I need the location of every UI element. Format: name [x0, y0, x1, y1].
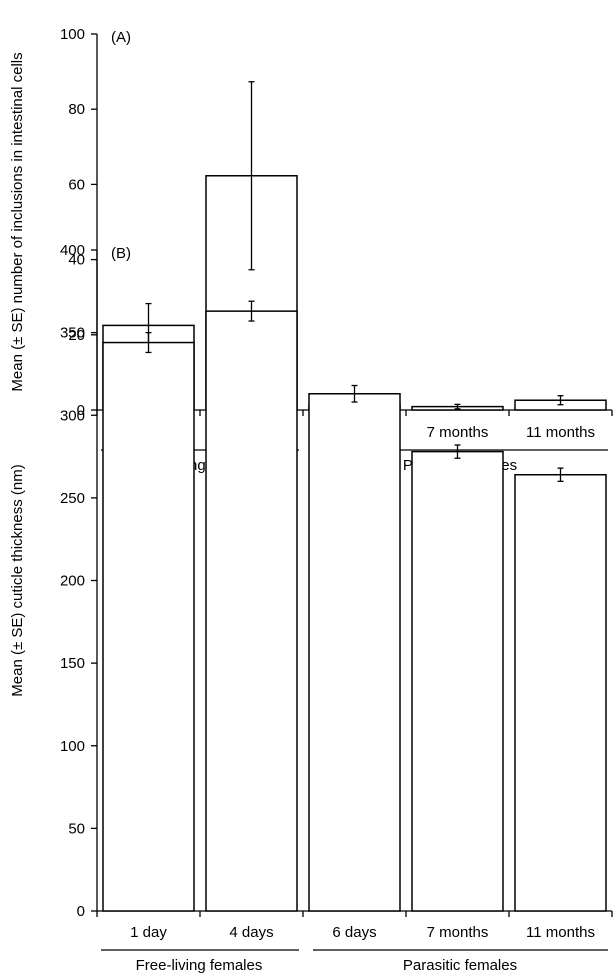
y-tick-label: 350 [60, 325, 85, 342]
y-tick-label: 250 [60, 490, 85, 507]
y-tick-label: 150 [60, 655, 85, 672]
y-tick-label: 200 [60, 573, 85, 590]
y-axis-title: Mean (± SE) cuticle thickness (nm) [9, 464, 26, 696]
panel-label: (A) [111, 29, 131, 46]
x-tick-label: 11 months [526, 924, 595, 941]
y-axis-title: Mean (± SE) number of inclusions in inte… [9, 52, 26, 391]
bar [205, 310, 298, 912]
bar [102, 341, 195, 912]
x-tick-label: 7 months [427, 924, 489, 941]
group-label: Parasitic females [403, 957, 517, 973]
y-tick-label: 20 [68, 327, 85, 344]
bar [514, 473, 607, 912]
y-tick-label: 300 [60, 407, 85, 424]
x-tick-label: 11 months [526, 424, 595, 441]
y-tick-label: 60 [68, 176, 85, 193]
y-tick-label: 0 [77, 903, 85, 920]
panel-label: (B) [111, 245, 131, 262]
y-tick-label: 80 [68, 101, 85, 118]
bar [308, 393, 401, 912]
y-tick-label: 40 [68, 252, 85, 269]
y-tick-label: 50 [68, 820, 85, 837]
x-tick-label: 6 days [332, 924, 376, 941]
group-label: Free-living females [136, 957, 263, 973]
x-tick-label: 4 days [229, 924, 273, 941]
y-tick-label: 100 [60, 738, 85, 755]
y-tick-label: 400 [60, 242, 85, 259]
y-tick-label: 0 [77, 402, 85, 419]
x-tick-label: 1 day [130, 924, 167, 941]
y-tick-label: 100 [60, 26, 85, 43]
x-tick-label: 7 months [427, 424, 489, 441]
bar [411, 450, 504, 912]
